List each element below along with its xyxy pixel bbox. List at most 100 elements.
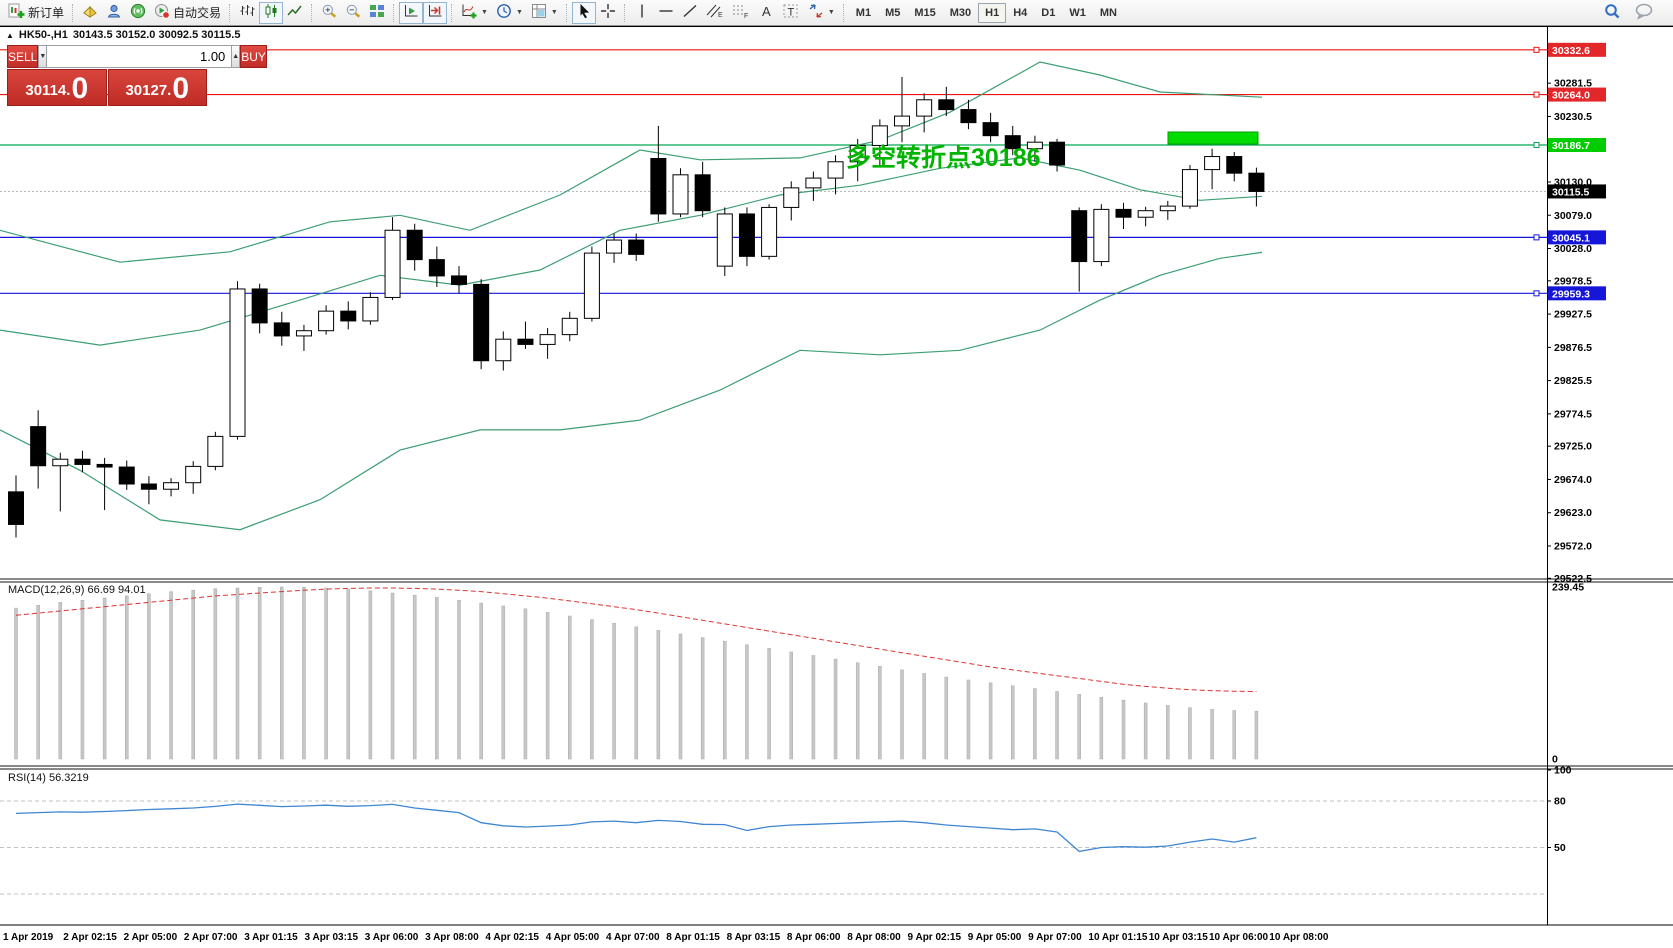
time-axis-label: 3 Apr 08:00 <box>425 932 479 943</box>
price-badge-label: 30186.7 <box>1552 140 1590 152</box>
vline-icon <box>634 3 650 22</box>
candle-body <box>916 99 933 117</box>
horizontal-line-button[interactable] <box>654 2 678 24</box>
clock-icon <box>496 3 512 22</box>
candle-body <box>251 288 268 324</box>
periods-button[interactable]: ▼ <box>492 2 527 24</box>
bar-chart-button[interactable] <box>235 2 259 24</box>
candle-body <box>140 483 157 490</box>
bearish-candle <box>1226 151 1243 182</box>
macd-histogram-bar <box>302 587 306 760</box>
bearish-candle <box>74 450 91 473</box>
sell-price[interactable]: 30114 . 0 <box>7 69 107 106</box>
new-order-button[interactable]: 新订单 <box>4 2 68 24</box>
search-icon <box>1603 2 1621 23</box>
timeframe-w1[interactable]: W1 <box>1062 3 1093 23</box>
line-chart-button[interactable] <box>283 2 307 24</box>
timeframe-m5[interactable]: M5 <box>878 3 907 23</box>
sell-button[interactable]: SELL <box>7 45 39 68</box>
candle-body <box>672 174 689 215</box>
line-anchor[interactable] <box>1533 142 1540 148</box>
chart-shift-button[interactable] <box>423 1 448 24</box>
toolbar-separator <box>311 3 313 22</box>
zoom-out-button[interactable] <box>341 2 365 24</box>
bearish-candle <box>982 112 999 143</box>
horizontal-lines[interactable] <box>0 46 1547 297</box>
community-button[interactable] <box>102 2 126 24</box>
candle-body <box>738 213 755 257</box>
line-anchor[interactable] <box>1533 46 1540 53</box>
label-button[interactable]: T <box>778 2 804 24</box>
crosshair-button[interactable] <box>596 2 620 24</box>
buy-button[interactable]: BUY <box>240 45 267 68</box>
volume-input[interactable] <box>47 45 232 68</box>
templates-button[interactable]: ▼ <box>527 2 562 24</box>
timeframe-m1[interactable]: M1 <box>849 3 878 23</box>
candle-body <box>1204 156 1221 171</box>
chat-button[interactable] <box>1631 2 1659 24</box>
arrows-button[interactable]: ▼ <box>804 2 839 24</box>
line-anchor[interactable] <box>1533 234 1540 241</box>
macd-histogram-bar <box>634 626 638 760</box>
buy-price[interactable]: 30127 . 0 <box>107 69 207 106</box>
candle-body <box>561 317 578 336</box>
line-anchor[interactable] <box>1533 91 1540 98</box>
charts-button[interactable] <box>78 2 102 24</box>
time-axis-label: 4 Apr 05:00 <box>546 932 600 943</box>
time-axis-label: 4 Apr 07:00 <box>606 932 660 943</box>
time-axis-label: 10 Apr 01:15 <box>1088 932 1148 943</box>
macd-histogram-bar <box>855 662 860 760</box>
zoom-in-button[interactable] <box>317 2 341 24</box>
channel-button[interactable]: E <box>702 2 728 24</box>
candle-body <box>451 275 467 285</box>
price-tick-label: 29927.5 <box>1554 309 1592 321</box>
timeframe-h1[interactable]: H1 <box>978 2 1007 23</box>
price-badge: 30264.0 <box>1548 87 1606 102</box>
chevron-down-icon: ▼ <box>481 9 488 16</box>
candle-body <box>273 322 290 337</box>
annotation-rectangle[interactable] <box>1167 131 1259 145</box>
svg-text:T: T <box>787 7 794 19</box>
bearish-candle <box>30 410 47 489</box>
volume-increase-button[interactable]: ▲ <box>231 45 241 68</box>
timeframe-h4[interactable]: H4 <box>1006 3 1034 23</box>
bullish-candle <box>716 207 733 276</box>
candlestick-button[interactable] <box>259 1 284 24</box>
auto-scroll-button[interactable] <box>399 1 424 24</box>
trendline-button[interactable] <box>678 2 702 24</box>
bearish-candle <box>628 233 645 261</box>
price-badge-bg <box>1548 184 1606 199</box>
vertical-line-button[interactable] <box>630 2 654 24</box>
autotrading-button[interactable]: 自动交易 <box>150 2 225 24</box>
candle-body <box>406 229 423 261</box>
cursor-button[interactable] <box>571 1 596 24</box>
candle-body <box>74 458 91 465</box>
timeframe-m15[interactable]: M15 <box>907 3 942 23</box>
timeframe-m30[interactable]: M30 <box>943 3 978 23</box>
fibonacci-button[interactable]: F <box>728 2 754 24</box>
macd-histogram-bar <box>14 607 18 760</box>
bullish-candle <box>827 155 844 195</box>
search-button[interactable] <box>1599 2 1625 24</box>
time-axis-label: 1 Apr 2019 <box>3 932 54 943</box>
line-anchor[interactable] <box>1533 290 1540 297</box>
indicators-button[interactable]: ▼ <box>457 2 492 24</box>
buy-price-pips: 0 <box>172 72 190 105</box>
timeframe-mn[interactable]: MN <box>1093 3 1124 23</box>
volume-decrease-button[interactable]: ▼ <box>38 45 48 68</box>
bearish-candle <box>738 207 755 267</box>
macd-histogram-bar <box>479 602 483 760</box>
macd-histogram-bar <box>1077 694 1081 760</box>
bollinger-upper-band <box>0 61 1263 263</box>
time-axis[interactable]: 1 Apr 2019 2 Apr 02:15 2 Apr 05:00 2 Apr 07… <box>3 932 1329 943</box>
macd-histogram-bar <box>36 604 40 760</box>
macd-histogram-bar <box>390 592 395 760</box>
price-badge: 29959.3 <box>1548 286 1606 301</box>
timeframe-d1[interactable]: D1 <box>1034 3 1062 23</box>
macd-axis-label: 239.45 <box>1552 581 1584 593</box>
signals-button[interactable] <box>126 2 150 24</box>
new-order-icon <box>8 3 25 22</box>
text-button[interactable]: A <box>754 2 778 24</box>
tile-windows-button[interactable] <box>365 2 389 24</box>
collapse-panel-icon[interactable]: ▲ <box>6 30 14 40</box>
